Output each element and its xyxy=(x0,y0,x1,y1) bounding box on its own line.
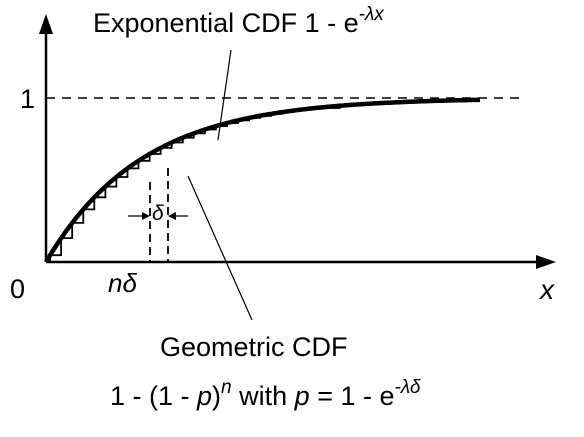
formula-p: p xyxy=(197,381,213,411)
n-delta-label: nδ xyxy=(108,268,137,298)
x-axis-label: x xyxy=(540,274,554,305)
exponential-cdf-curve xyxy=(44,97,481,264)
delta-left-arrowhead xyxy=(142,212,150,220)
formula-part-b: ) xyxy=(212,381,222,411)
formula-exponent: -λδ xyxy=(394,377,421,398)
x-axis-arrowhead xyxy=(536,255,556,269)
formula-p2: p xyxy=(294,381,310,411)
formula-part-a: 1 - (1 - xyxy=(110,381,198,411)
geometric-formula: 1 - (1 - p)n with p = 1 - e-λδ xyxy=(110,378,420,411)
exponential-cdf-label: Exponential CDF 1 - e-λx xyxy=(93,5,384,38)
geometric-cdf-label: Geometric CDF xyxy=(160,332,348,362)
exponential-exponent: -λx xyxy=(358,4,384,25)
origin-label: 0 xyxy=(10,274,26,304)
geometric-leader-line xyxy=(187,175,253,321)
formula-n: n xyxy=(221,377,232,398)
formula-part-d: = 1 - e xyxy=(309,381,395,411)
y-axis-arrowhead xyxy=(39,14,53,34)
exponential-cdf-text: Exponential CDF 1 - e xyxy=(93,8,359,38)
exponential-leader-line xyxy=(217,49,232,141)
delta-label: δ xyxy=(151,202,165,225)
y-tick-one: 1 xyxy=(20,84,36,114)
formula-with: with xyxy=(231,381,295,411)
delta-right-arrowhead xyxy=(168,212,176,220)
geometric-cdf-staircase xyxy=(46,107,341,263)
